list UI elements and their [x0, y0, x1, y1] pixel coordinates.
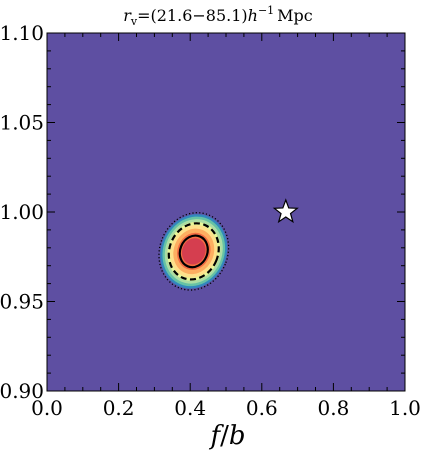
y-tick-label: 1.10 [0, 21, 44, 45]
y-tick-label: 0.90 [0, 379, 44, 403]
y-tick-label: 1.05 [0, 111, 44, 135]
plot-background [47, 33, 405, 391]
y-tick-labels: 0.90 0.95 1.00 1.05 1.10 [0, 21, 44, 403]
x-tick-label: 1.0 [389, 396, 421, 420]
x-axis-label-b: b [229, 421, 246, 451]
title-range: =(21.6−85.1) [137, 6, 248, 25]
title-subscript: v [130, 15, 138, 28]
x-tick-label: 0.4 [174, 396, 206, 420]
x-tick-label: 0.2 [103, 396, 135, 420]
title-unit: Mpc [277, 6, 313, 25]
x-tick-label: 0.8 [317, 396, 349, 420]
x-tick-labels: 0.0 0.2 0.4 0.6 0.8 1.0 [31, 396, 421, 420]
chart-title: rv=(21.6−85.1)h−1 Mpc [123, 4, 313, 28]
y-tick-label: 0.95 [0, 290, 44, 314]
title-exponent: −1 [258, 4, 274, 17]
x-axis-label-slash: / [220, 421, 229, 451]
x-axis-label: f/b [208, 421, 245, 451]
density-level-8 [181, 238, 206, 265]
title-h: h [248, 6, 258, 25]
contour-2-sigma [167, 222, 220, 281]
contour-1-sigma [178, 234, 209, 269]
title-symbol: r [123, 6, 132, 25]
x-tick-label: 0.6 [246, 396, 278, 420]
y-tick-label: 1.00 [0, 200, 44, 224]
x-tick-label: 0.0 [31, 396, 63, 420]
plot-frame [46, 32, 406, 392]
star-marker [272, 198, 299, 224]
